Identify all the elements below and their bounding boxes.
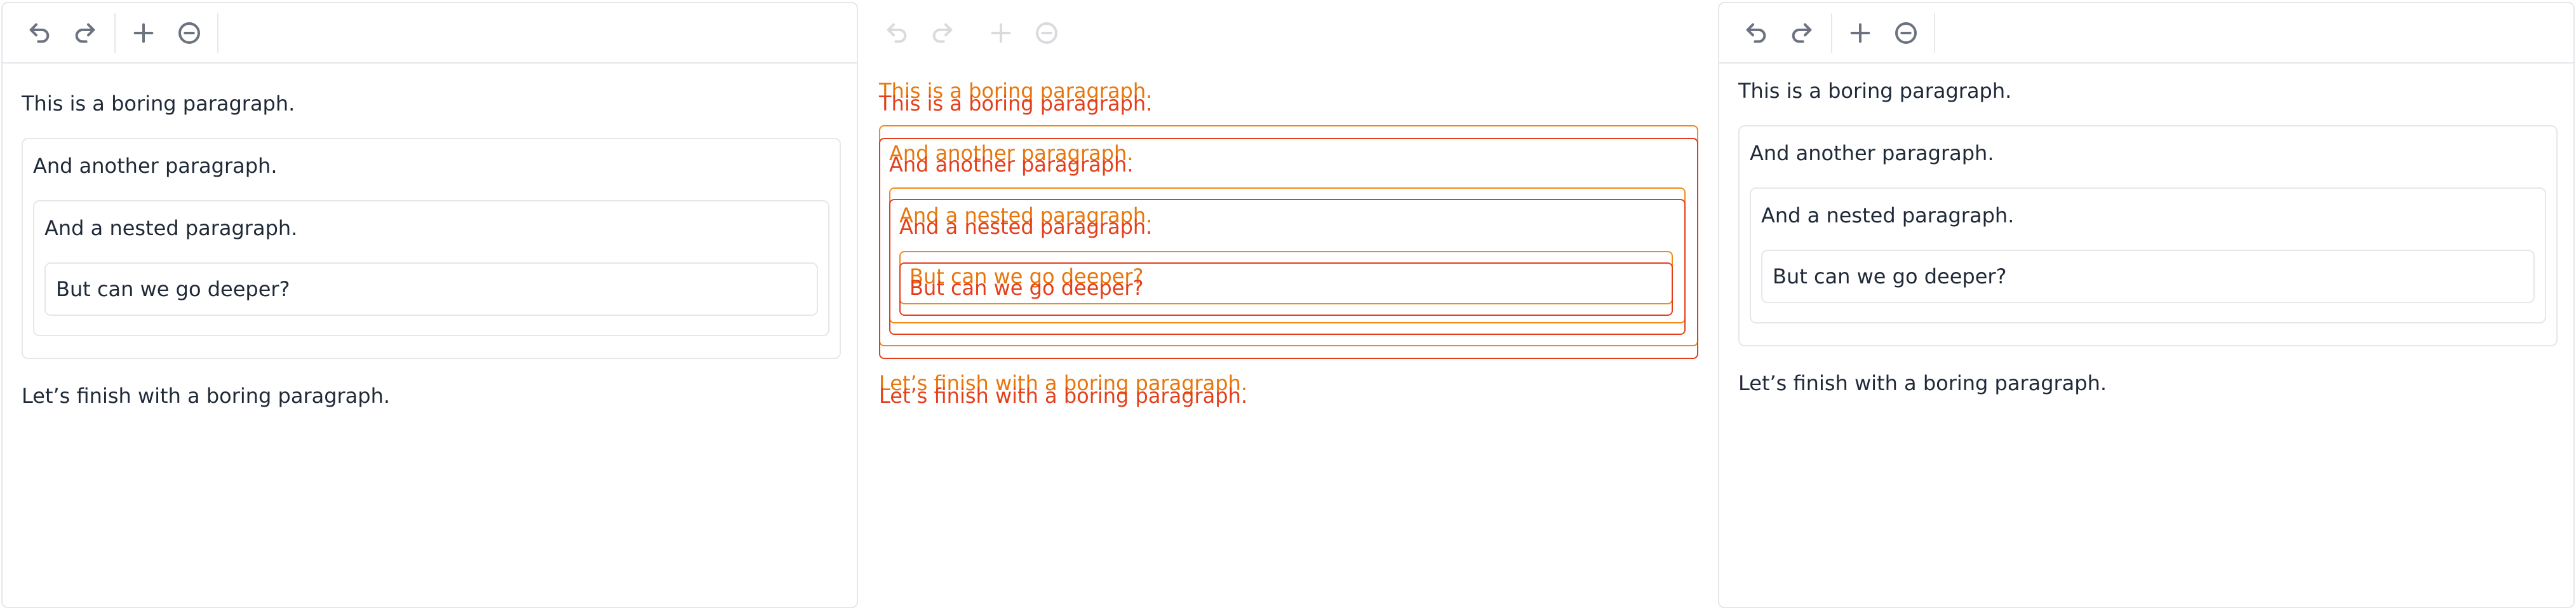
redo-icon <box>932 23 953 43</box>
toolbar-ghost <box>860 3 1716 64</box>
ghost-paragraph: This is a boring paragraph. <box>879 92 1153 116</box>
paragraph[interactable]: And a nested paragraph. <box>1761 203 2015 227</box>
block-level-3[interactable]: But can we go deeper? <box>44 262 818 316</box>
plus-icon <box>133 23 154 43</box>
editor-panel-right: This is a boring paragraph. And another … <box>1718 2 2575 608</box>
paragraph[interactable]: But can we go deeper? <box>1773 264 2007 288</box>
editor-panel-left: This is a boring paragraph. And another … <box>1 2 858 608</box>
toolbar-separator <box>1831 13 1832 53</box>
toolbar-separator <box>1934 13 1935 53</box>
ghost-paragraph: But can we go deeper? <box>909 276 1144 300</box>
remove-button-ghost <box>1031 18 1062 48</box>
toolbar <box>1719 3 2573 64</box>
redo-button[interactable] <box>70 18 100 48</box>
ghost-paragraph: Let’s finish with a boring paragraph. <box>879 371 1248 395</box>
redo-button[interactable] <box>1787 18 1817 48</box>
plus-icon <box>991 23 1011 43</box>
block-level-2[interactable]: And a nested paragraph. But can we go de… <box>33 200 829 336</box>
add-button[interactable] <box>1845 18 1875 48</box>
undo-button[interactable] <box>1741 18 1771 48</box>
plus-icon <box>1850 23 1870 43</box>
overlay-content: This is a boring paragraph. This is a bo… <box>860 3 1716 607</box>
toolbar-separator <box>114 13 116 53</box>
block-level-3[interactable]: But can we go deeper? <box>1761 250 2535 303</box>
paragraph[interactable]: Let’s finish with a boring paragraph. <box>1738 371 2107 395</box>
minus-circle-icon <box>1036 22 1057 44</box>
paragraph[interactable]: Let’s finish with a boring paragraph. <box>22 384 391 408</box>
undo-icon <box>29 23 50 43</box>
paragraph[interactable]: And another paragraph. <box>1750 141 1994 165</box>
editor-content[interactable]: This is a boring paragraph. And another … <box>1719 3 2573 607</box>
ghost-paragraph: And another paragraph. <box>889 152 1134 177</box>
ghost-block-level-1 <box>879 138 1698 359</box>
redo-icon <box>1792 23 1812 43</box>
undo-icon <box>887 23 907 43</box>
minus-circle-icon <box>1895 22 1917 44</box>
ghost-paragraph: Let’s finish with a boring paragraph. <box>879 384 1248 408</box>
ghost-paragraph: And a nested paragraph. <box>899 203 1153 227</box>
minus-circle-icon <box>178 22 200 44</box>
ghost-paragraph: This is a boring paragraph. <box>879 79 1153 103</box>
remove-button[interactable] <box>174 18 205 48</box>
paragraph[interactable]: This is a boring paragraph. <box>22 92 295 116</box>
editor-content[interactable]: This is a boring paragraph. And another … <box>3 3 857 607</box>
ghost-block-level-3 <box>899 262 1673 316</box>
undo-button-ghost <box>882 18 912 48</box>
paragraph[interactable]: This is a boring paragraph. <box>1738 79 2012 103</box>
paragraph[interactable]: But can we go deeper? <box>56 277 290 301</box>
toolbar <box>3 3 857 64</box>
paragraph[interactable]: And another paragraph. <box>33 154 278 178</box>
add-button-ghost <box>986 18 1016 48</box>
undo-button[interactable] <box>24 18 55 48</box>
ghost-paragraph: And another paragraph. <box>889 141 1134 165</box>
block-level-2[interactable]: And a nested paragraph. But can we go de… <box>1750 187 2546 323</box>
add-button[interactable] <box>128 18 159 48</box>
paragraph[interactable]: And a nested paragraph. <box>44 216 298 240</box>
undo-icon <box>1746 23 1766 43</box>
redo-button-ghost <box>927 18 958 48</box>
ghost-block-level-2 <box>889 199 1686 335</box>
remove-button[interactable] <box>1891 18 1921 48</box>
ghost-paragraph: And a nested paragraph. <box>899 215 1153 239</box>
block-level-1[interactable]: And another paragraph. And a nested para… <box>22 138 841 359</box>
overlay-diff-panel: This is a boring paragraph. This is a bo… <box>859 2 1717 608</box>
toolbar-separator <box>217 13 218 53</box>
ghost-paragraph: But can we go deeper? <box>909 264 1144 288</box>
block-level-1[interactable]: And another paragraph. And a nested para… <box>1738 125 2558 346</box>
redo-icon <box>75 23 95 43</box>
